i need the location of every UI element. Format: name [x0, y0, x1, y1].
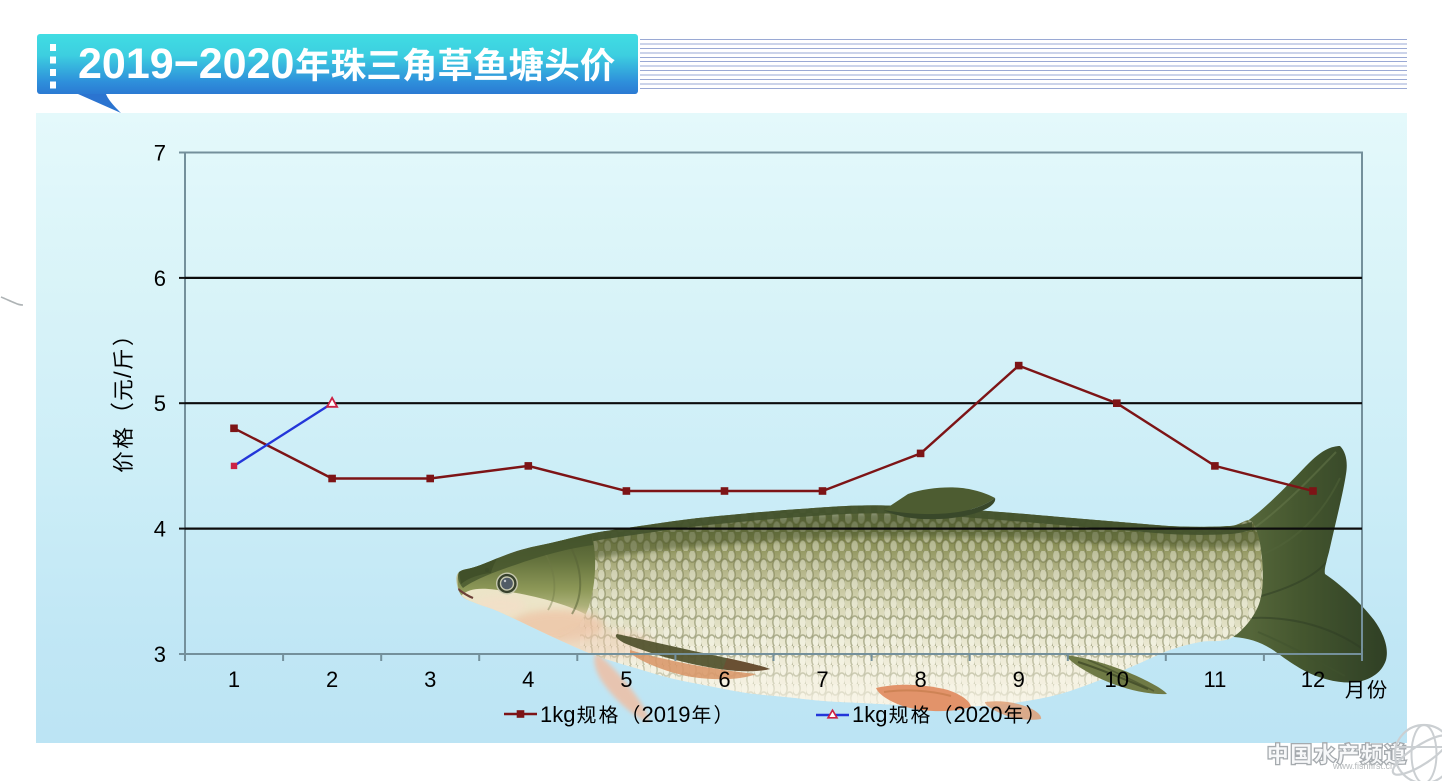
svg-text:9: 9 — [1013, 667, 1025, 692]
svg-text:6: 6 — [718, 667, 730, 692]
svg-text:2019: 2019 — [642, 702, 691, 727]
svg-text:1kg: 1kg — [852, 702, 887, 727]
svg-text:www.fishfirst.cn: www.fishfirst.cn — [1332, 761, 1395, 771]
svg-text:8: 8 — [914, 667, 926, 692]
svg-text:1: 1 — [228, 667, 240, 692]
svg-text:4: 4 — [154, 517, 166, 542]
svg-text:3: 3 — [424, 667, 436, 692]
svg-text:4: 4 — [522, 667, 534, 692]
svg-text:3: 3 — [154, 642, 166, 667]
svg-text:7: 7 — [816, 667, 828, 692]
svg-text:6: 6 — [154, 266, 166, 291]
svg-text:/: / — [110, 371, 137, 378]
svg-text:2019−2020: 2019−2020 — [78, 40, 294, 88]
svg-text:2020: 2020 — [954, 702, 1003, 727]
svg-text:12: 12 — [1301, 667, 1325, 692]
svg-text:5: 5 — [620, 667, 632, 692]
svg-text:7: 7 — [154, 141, 166, 166]
svg-text:5: 5 — [154, 391, 166, 416]
svg-text:1kg: 1kg — [540, 702, 575, 727]
svg-text:11: 11 — [1203, 667, 1226, 692]
svg-text:10: 10 — [1105, 667, 1129, 692]
svg-text:2: 2 — [326, 667, 338, 692]
